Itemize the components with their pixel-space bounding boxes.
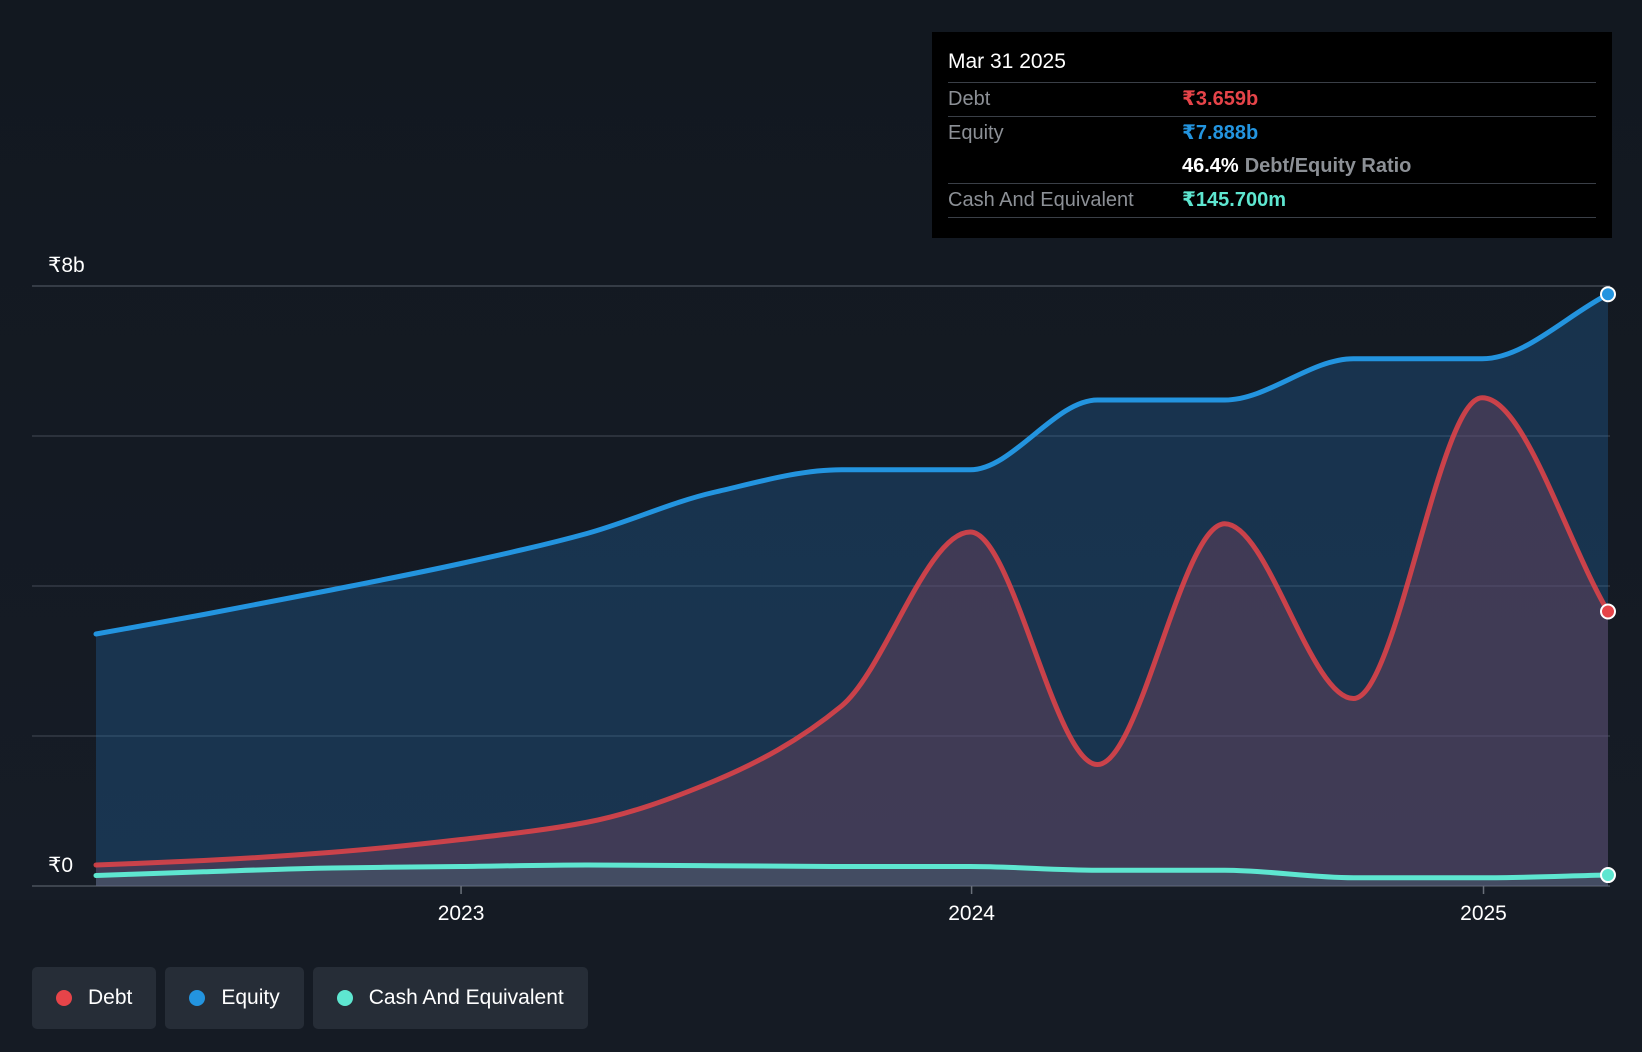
grid-lines — [32, 285, 1610, 887]
axis-labels: ₹8b ₹0 2023 2024 2025 — [48, 254, 1507, 925]
tooltip-panel: Mar 31 2025 Debt ₹3.659b Equity ₹7.888b … — [932, 32, 1612, 238]
legend-item-debt[interactable]: Debt — [32, 967, 157, 1029]
series-lines — [93, 291, 1611, 881]
legend: Debt Equity Cash And Equivalent — [32, 967, 588, 1029]
tooltip-row-equity: Equity ₹7.888b — [948, 117, 1596, 150]
cash-end-point — [1600, 867, 1616, 884]
x-tick-label: 2025 — [1460, 902, 1507, 925]
tooltip-ratio-label: Debt/Equity Ratio — [1244, 155, 1412, 177]
cash-line — [93, 862, 1611, 881]
tooltip-cash-label: Cash And Equivalent — [948, 189, 1134, 211]
tooltip-ratio-value: 46.4% — [1182, 155, 1239, 177]
tooltip-row-debt: Debt ₹3.659b — [948, 83, 1596, 117]
legend-label-equity: Equity — [221, 986, 280, 1009]
series-end-points — [1600, 286, 1616, 884]
tooltip-cash-value: ₹145.700m — [1182, 189, 1286, 211]
x-tick-label: 2023 — [438, 902, 485, 925]
debt-line — [93, 395, 1611, 868]
tooltip-date: Mar 31 2025 — [948, 46, 1596, 83]
legend-dot-cash — [336, 990, 353, 1006]
tooltip-row-cash: Cash And Equivalent ₹145.700m — [948, 184, 1596, 218]
legend-dot-equity — [189, 990, 206, 1006]
equity-end-point — [1600, 286, 1616, 303]
tooltip-debt-label: Debt — [948, 88, 991, 110]
y-tick-label: ₹8b — [48, 254, 85, 277]
legend-item-cash[interactable]: Cash And Equivalent — [312, 967, 588, 1029]
series-areas — [96, 294, 1608, 886]
equity-area — [96, 294, 1608, 886]
x-tick-label: 2024 — [948, 902, 995, 925]
legend-dot-debt — [56, 990, 72, 1006]
equity-line — [93, 291, 1611, 637]
tooltip-equity-label: Equity — [948, 122, 1004, 144]
cash-area — [96, 865, 1608, 886]
legend-item-equity[interactable]: Equity — [165, 967, 304, 1029]
tooltip-equity-value: ₹7.888b — [1182, 122, 1259, 144]
debt-end-point — [1600, 603, 1616, 620]
legend-label-debt: Debt — [88, 986, 133, 1009]
tooltip-debt-value: ₹3.659b — [1182, 88, 1259, 110]
debt-area — [96, 397, 1608, 886]
tooltip-row-ratio: 46.4% Debt/Equity Ratio — [948, 150, 1596, 184]
legend-label-cash: Cash And Equivalent — [368, 986, 564, 1009]
y-tick-label: ₹0 — [48, 854, 73, 877]
